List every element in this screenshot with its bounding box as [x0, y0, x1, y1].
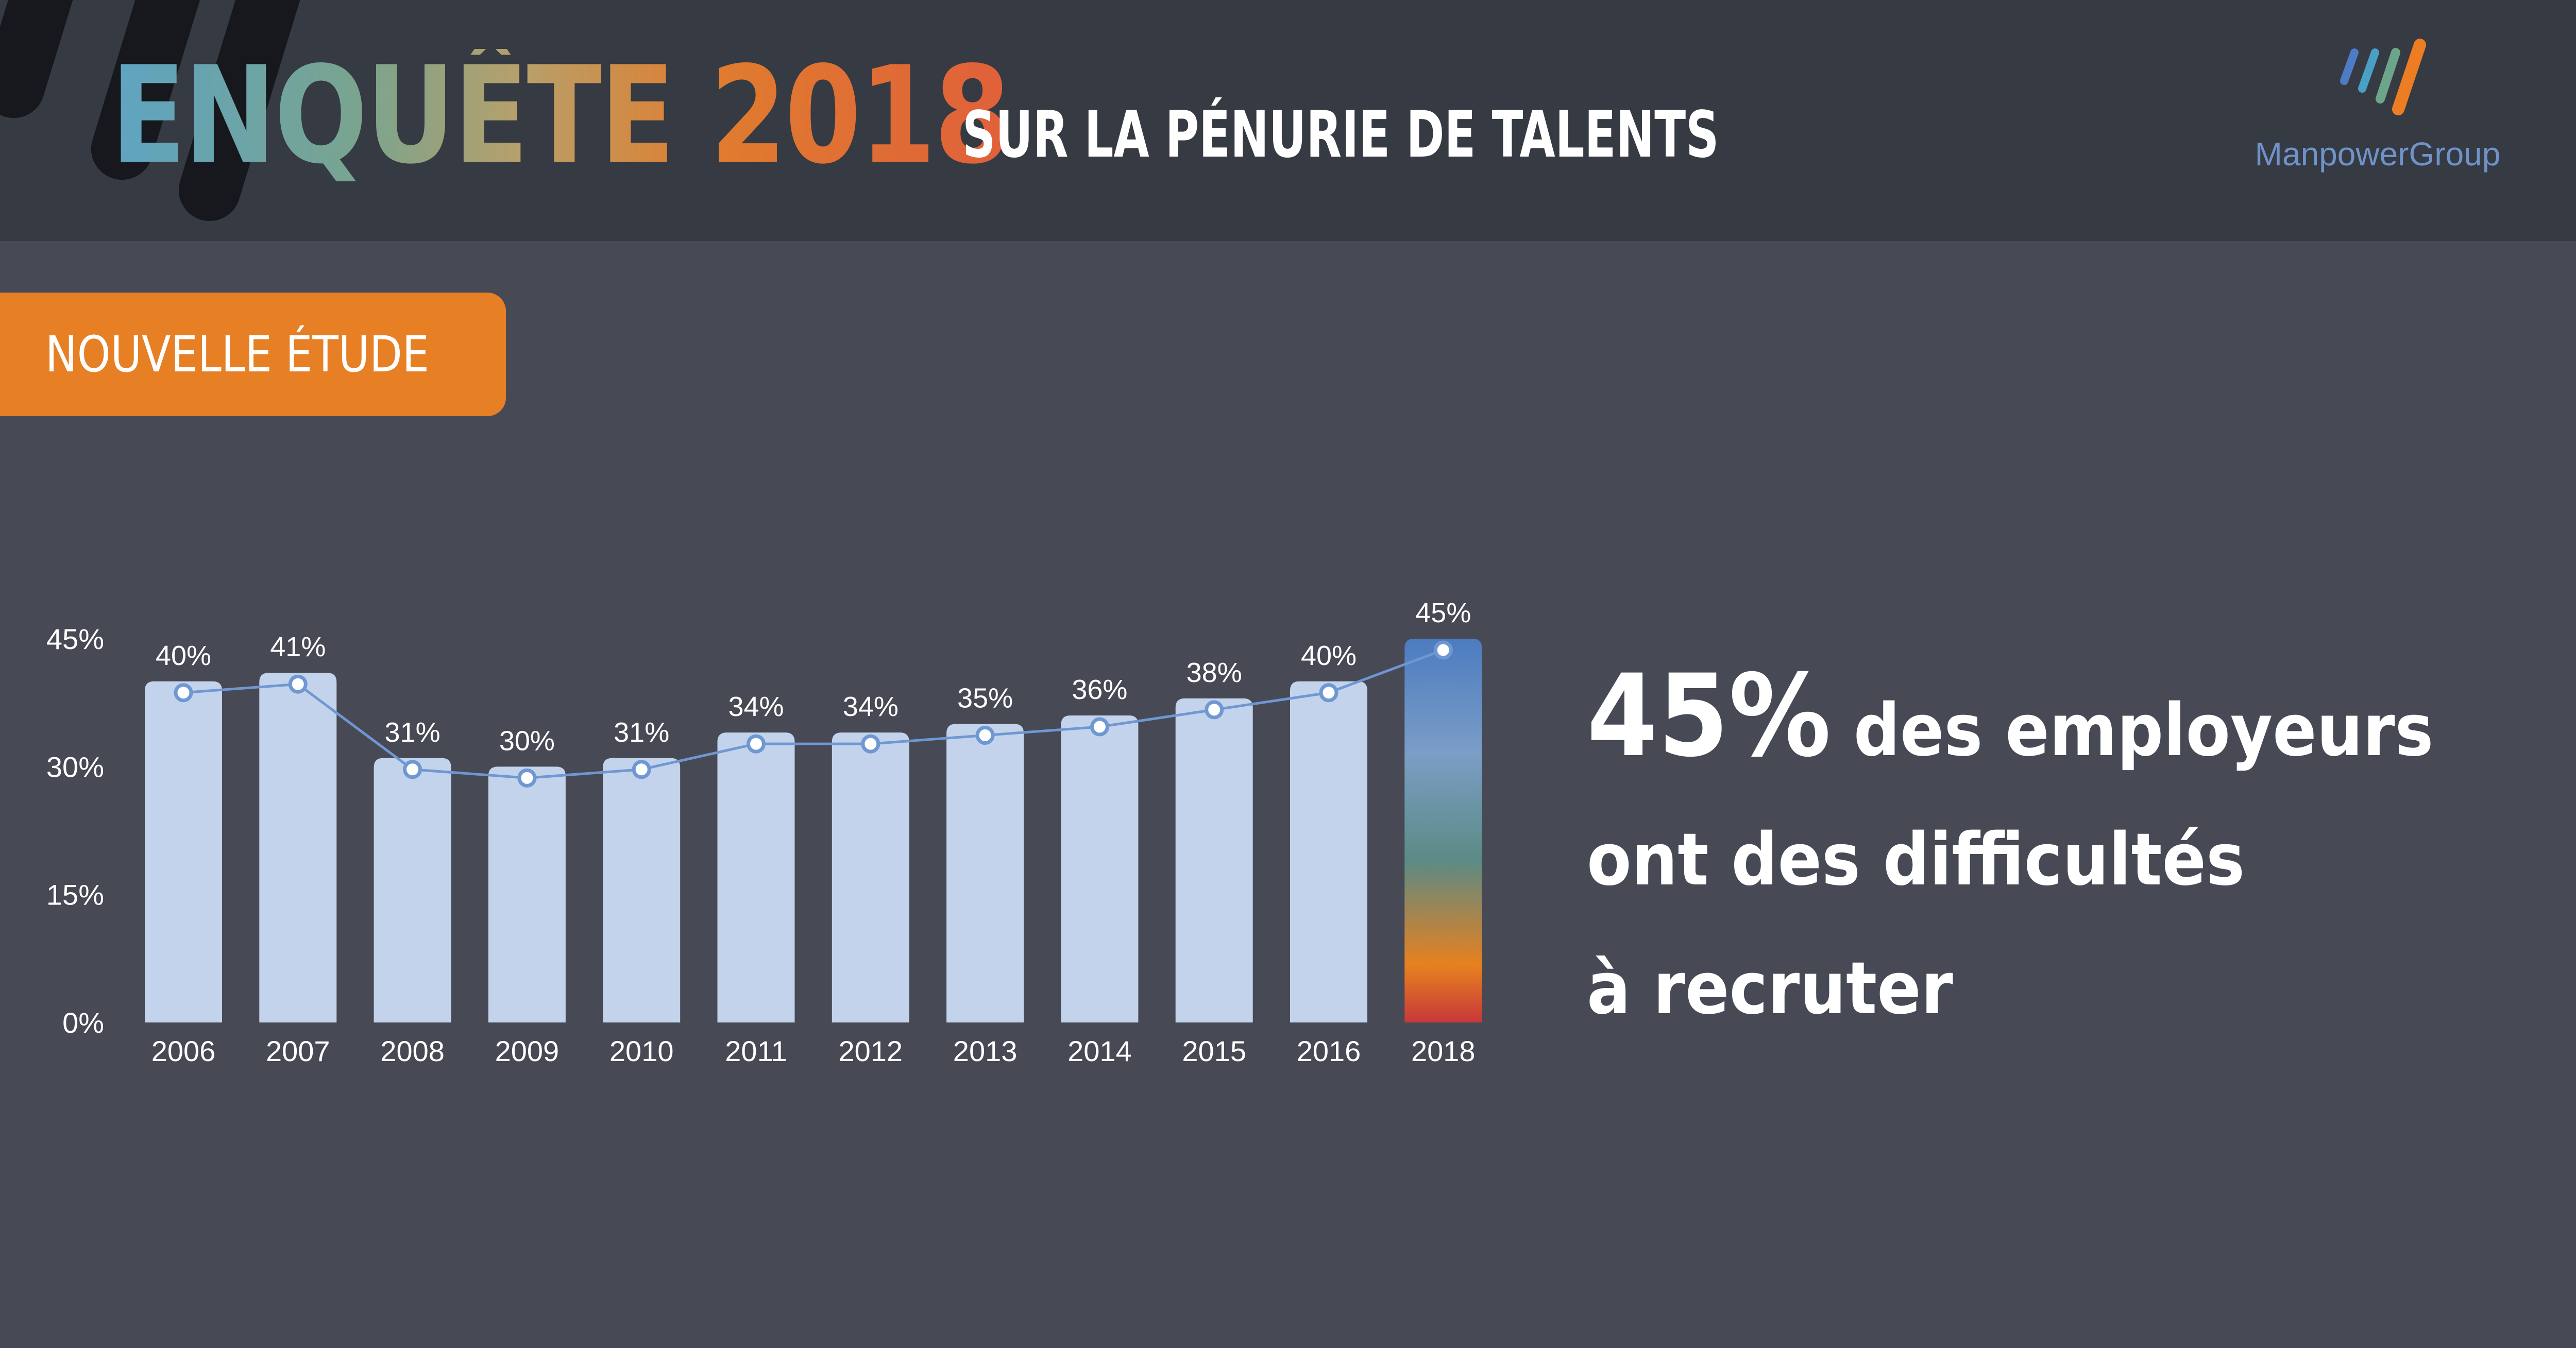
data-point	[403, 760, 422, 779]
bar	[259, 673, 337, 1022]
bar	[145, 681, 222, 1022]
brand-logo: ManpowerGroup	[2244, 32, 2512, 186]
headline-line-2: ont des difficultés	[1587, 818, 2245, 902]
value-label: 34%	[728, 691, 784, 722]
data-point	[975, 726, 995, 745]
y-tick-label: 45%	[46, 623, 104, 655]
brand-name: ManpowerGroup	[2255, 135, 2501, 173]
page-title: ENQUÊTE 2018	[111, 38, 1011, 194]
bar	[488, 766, 566, 1022]
x-tick-label: 2006	[151, 1035, 216, 1067]
value-label: 45%	[1415, 598, 1471, 628]
page-subtitle: SUR LA PÉNURIE DE TALENTS	[962, 98, 1719, 172]
data-point	[747, 734, 766, 754]
value-label: 36%	[1072, 674, 1127, 705]
value-label: 40%	[1301, 640, 1357, 671]
headline-line-3: à recruter	[1587, 947, 1953, 1031]
x-tick-label: 2007	[266, 1035, 330, 1067]
bar	[1290, 681, 1367, 1022]
x-tick-label: 2011	[725, 1035, 787, 1067]
data-point	[1433, 640, 1453, 660]
bar	[603, 758, 681, 1022]
y-tick-label: 0%	[62, 1006, 104, 1039]
data-point	[1090, 717, 1109, 737]
headline-line-1: 45% des employeurs	[1587, 659, 2433, 773]
data-point	[632, 760, 651, 779]
data-point	[861, 734, 880, 754]
y-tick-label: 15%	[46, 879, 104, 911]
x-tick-label: 2009	[495, 1035, 560, 1067]
data-point	[517, 768, 537, 788]
highlight-bar	[1404, 639, 1482, 1022]
y-tick-label: 30%	[46, 750, 104, 783]
value-label: 34%	[843, 691, 899, 722]
value-label: 31%	[385, 717, 440, 748]
value-label: 31%	[614, 717, 669, 748]
manpowergroup-logo-icon	[2340, 39, 2426, 115]
header-banner: ENQUÊTE 2018 SUR LA PÉNURIE DE TALENTS M…	[0, 0, 2576, 241]
x-tick-label: 2015	[1182, 1035, 1246, 1067]
data-point	[174, 683, 193, 703]
value-label: 40%	[156, 640, 211, 671]
bar	[717, 732, 795, 1022]
value-label: 41%	[270, 632, 326, 662]
data-point	[288, 674, 308, 694]
bar	[1175, 698, 1253, 1022]
value-label: 35%	[957, 683, 1013, 714]
value-label: 30%	[499, 725, 555, 756]
data-point	[1205, 700, 1224, 720]
bar	[1061, 715, 1139, 1022]
x-tick-label: 2010	[609, 1035, 674, 1067]
x-tick-label: 2012	[839, 1035, 903, 1067]
x-tick-label: 2014	[1067, 1035, 1132, 1067]
x-tick-label: 2008	[380, 1035, 445, 1067]
new-study-badge: NOUVELLE ÉTUDE	[0, 293, 506, 416]
headline-percentage: 45%	[1587, 650, 1831, 782]
badge-label: NOUVELLE ÉTUDE	[45, 326, 429, 383]
bar	[832, 732, 909, 1022]
x-tick-label: 2016	[1297, 1035, 1361, 1067]
headline-text: des employeurs	[1831, 689, 2434, 773]
x-tick-label: 2013	[953, 1035, 1018, 1067]
value-label: 38%	[1187, 657, 1242, 688]
x-tick-label: 2018	[1411, 1035, 1476, 1067]
bar-chart: 0% 15% 30% 45% 40% 41% 31% 30% 31% 34% 34% 35% 36% 3…	[46, 598, 1482, 1067]
bar	[374, 758, 451, 1022]
data-point	[1319, 683, 1338, 703]
bar	[946, 724, 1024, 1022]
trend-line	[183, 649, 1444, 779]
